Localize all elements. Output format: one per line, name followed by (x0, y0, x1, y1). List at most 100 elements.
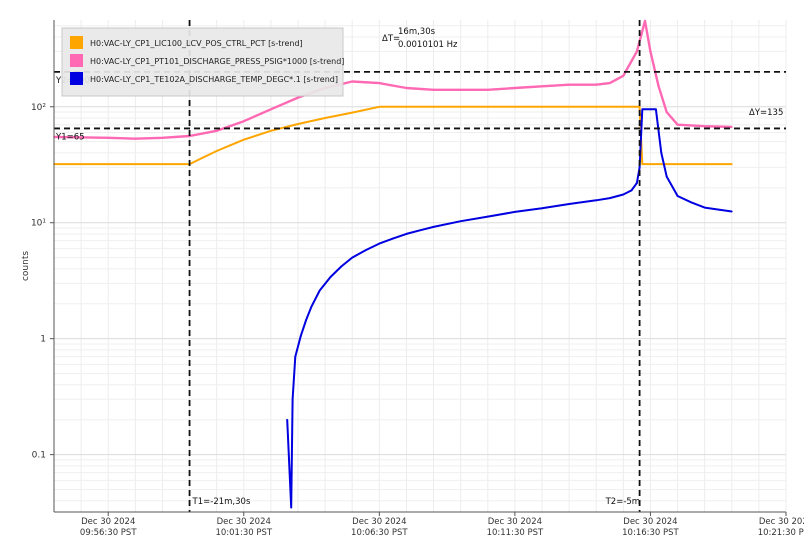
data-point (486, 88, 489, 91)
y-tick-label: 10¹ (31, 219, 46, 229)
data-point (286, 418, 289, 421)
data-point (202, 156, 205, 159)
x-tick-label-time: 10:01:30 PST (215, 528, 272, 538)
data-point (635, 50, 638, 53)
data-point (378, 105, 381, 108)
data-point (297, 96, 299, 99)
data-point (134, 137, 137, 140)
x-tick-label-date: Dec 30 2024 (81, 517, 135, 527)
data-point (513, 210, 516, 213)
data-point (269, 108, 272, 111)
data-point (351, 80, 354, 83)
data-point (161, 136, 164, 139)
data-point (297, 123, 299, 125)
data-point (432, 226, 435, 228)
data-point (378, 82, 381, 84)
orange-series-line (54, 105, 732, 166)
t1-label: T1=-21m,30s (192, 497, 251, 507)
data-point (294, 355, 297, 358)
data-point (486, 215, 489, 218)
legend-entry: H0:VAC-LY_CP1_LIC100_LCV_POS_CTRL_PCT [s… (90, 39, 303, 48)
data-point (459, 88, 462, 91)
data-point (644, 20, 646, 22)
x-tick-label-time: 10:16:30 PST (622, 528, 679, 538)
y-axis-title: counts (21, 251, 31, 281)
data-point (703, 125, 706, 128)
data-point (242, 138, 245, 141)
data-point (622, 193, 625, 196)
data-point (665, 175, 668, 178)
x-tick-label-date: Dec 30 2024 (217, 517, 271, 527)
data-point (351, 256, 354, 259)
data-point (459, 220, 462, 223)
data-point (657, 85, 660, 88)
data-point (595, 83, 598, 86)
data-point (405, 233, 408, 235)
x-tick-label-date: Dec 30 2024 (623, 517, 677, 527)
data-point (513, 105, 516, 108)
data-point (541, 85, 543, 88)
data-point (641, 163, 644, 166)
y1-label: Y1=65 (55, 132, 85, 142)
data-point (730, 163, 733, 166)
data-point (568, 83, 571, 86)
data-point (351, 111, 354, 114)
data-point (513, 87, 516, 89)
data-point (324, 117, 327, 119)
data-point (378, 242, 381, 245)
data-point (654, 108, 657, 111)
x-tick-label-time: 10:11:30 PST (487, 528, 544, 538)
y-tick-label: 1 (40, 335, 46, 345)
data-point (229, 144, 232, 147)
data-point (638, 166, 641, 169)
y-tick-label: 10² (31, 103, 46, 113)
data-point (329, 276, 332, 278)
data-point (649, 108, 652, 111)
data-point (242, 120, 245, 123)
y-tick-label: 0.1 (32, 451, 46, 461)
data-point (107, 136, 110, 139)
data-point (660, 151, 663, 154)
x-tick-label-time: 09:56:30 PST (80, 528, 137, 538)
delta-t-frequency: 0.0010101 Hz (398, 40, 458, 50)
legend-entry: H0:VAC-LY_CP1_TE102A_DISCHARGE_TEMP_DEGC… (90, 75, 338, 84)
data-point (340, 265, 343, 268)
data-point (299, 335, 302, 338)
data-point (630, 189, 633, 192)
data-point (305, 319, 308, 321)
data-point (730, 126, 733, 128)
data-point (215, 150, 218, 152)
x-tick-label-date: Dec 30 2024 (759, 517, 804, 527)
data-point (290, 506, 293, 509)
data-point (269, 129, 272, 132)
data-point (310, 305, 313, 308)
data-point (730, 210, 733, 213)
legend-entry: H0:VAC-LY_CP1_PT101_DISCHARGE_PRESS_PSIG… (90, 57, 344, 66)
data-point (215, 129, 218, 132)
x-tick-label-time: 10:21:30 PST (758, 528, 804, 538)
data-point (318, 289, 321, 292)
data-point (432, 88, 435, 91)
data-point (608, 197, 611, 200)
data-point (291, 398, 294, 401)
delta-y-label: ΔY=135 (749, 108, 783, 118)
data-point (391, 237, 394, 240)
data-point (703, 206, 706, 209)
data-point (568, 203, 571, 205)
data-point (641, 108, 644, 111)
t2-label: T2=-5m (605, 497, 640, 507)
legend-swatch (70, 72, 83, 85)
data-point (405, 87, 408, 89)
data-point (419, 229, 421, 232)
data-point (541, 207, 543, 210)
data-point (649, 50, 652, 53)
data-point (608, 82, 611, 84)
data-point (595, 199, 598, 202)
data-point (665, 111, 668, 113)
legend-swatch (70, 36, 83, 49)
data-point (635, 182, 638, 184)
data-point (595, 105, 598, 108)
pink-series-line (53, 19, 732, 140)
data-point (690, 201, 693, 204)
